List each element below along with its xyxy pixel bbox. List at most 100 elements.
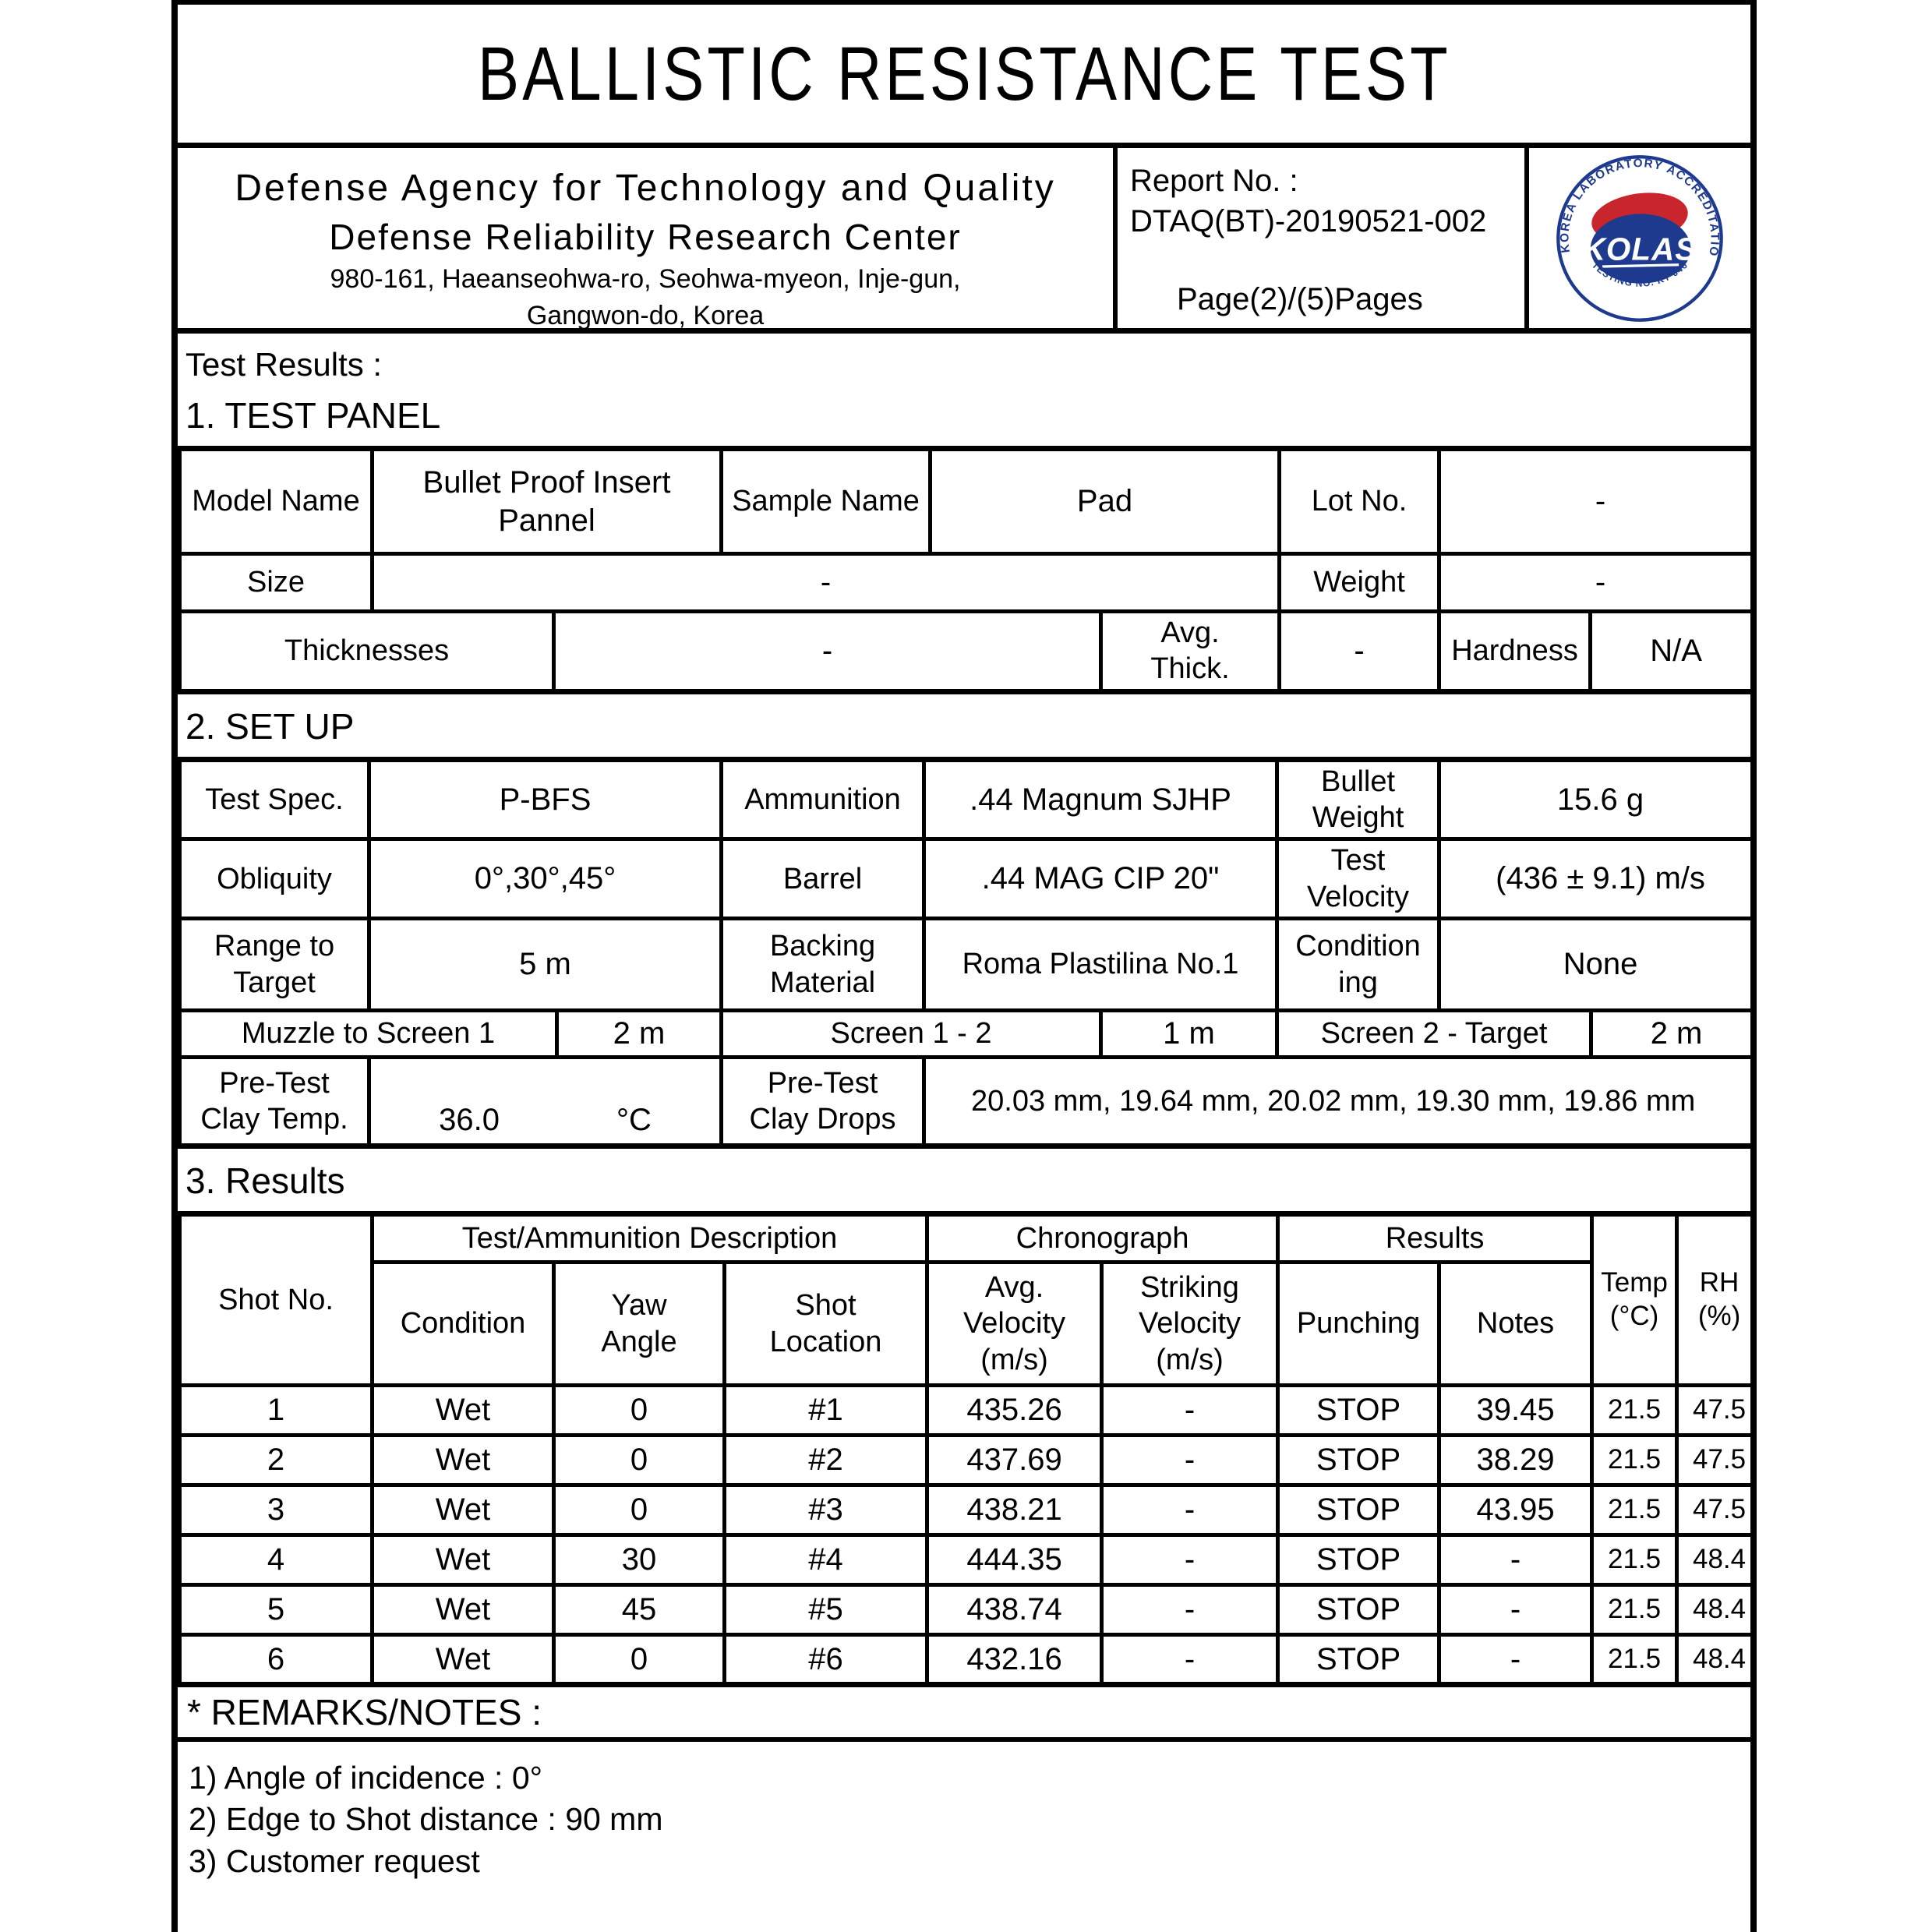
cell-location: #1 [722, 1383, 930, 1438]
page-count: Page(2)/(5)Pages [1177, 282, 1423, 316]
cell-temp: 21.5 [1590, 1633, 1679, 1687]
setup-screen12-label: Screen 1 - 2 [719, 1008, 1104, 1060]
kolas-logo-icon: KOREA LABORATORY ACCREDITATION SCHEME KO… [1555, 154, 1723, 322]
setup-test-velocity-label: Test Velocity [1275, 837, 1442, 921]
results-header-row: Shot No. Test/Ammunition Description Chr… [178, 1212, 1750, 1388]
setup-test-spec-label: Test Spec. [178, 757, 371, 842]
setup-barrel-value: .44 MAG CIP 20" [922, 837, 1280, 921]
table-row: Pre-Test Clay Temp. 36.0 °C Pre-Test Clay… [178, 1055, 1750, 1149]
col-shot-location: Shot Location [722, 1260, 930, 1388]
setup-pretest-temp-label: Pre-Test Clay Temp. [178, 1055, 371, 1149]
col-avg-velocity: Avg. Velocity (m/s) [925, 1260, 1104, 1388]
cell-temp: 21.5 [1590, 1533, 1679, 1588]
cell-yaw: 0 [552, 1433, 726, 1488]
col-shot-no: Shot No. [178, 1212, 374, 1388]
panel-avg-thick-label: Avg. Thick. [1098, 609, 1282, 694]
agency-name: Defense Agency for Technology and Qualit… [235, 168, 1056, 209]
setup-obliquity-value: 0°,30°,45° [366, 837, 724, 921]
agency-address-line1: 980-161, Haeanseohwa-ro, Seohwa-myeon, I… [330, 264, 961, 294]
table-row: Obliquity 0°,30°,45° Barrel .44 MAG CIP … [178, 837, 1750, 921]
cell-notes: 39.45 [1437, 1383, 1595, 1438]
cell-yaw: 30 [552, 1533, 726, 1588]
cell-striking-velocity: - [1100, 1633, 1280, 1687]
cell-location: #4 [722, 1533, 930, 1588]
cell-shot-no: 2 [178, 1433, 374, 1488]
panel-weight-label: Weight [1277, 552, 1442, 613]
pretest-temp-number: 36.0 [439, 1103, 500, 1138]
setup-conditioning-label: Condition ing [1275, 917, 1442, 1013]
setup-range-value: 5 m [366, 917, 724, 1013]
cell-rh: 47.5 [1675, 1433, 1750, 1488]
table-row: 5 Wet 45 #5 438.74 - STOP - 21.5 48.4 [178, 1583, 1750, 1637]
col-group-chronograph: Chronograph [925, 1212, 1280, 1265]
panel-model-value: Bullet Proof Insert Pannel [370, 447, 723, 556]
setup-barrel-label: Barrel [719, 837, 927, 921]
report-page: BALLISTIC RESISTANCE TEST Defense Agency… [171, 0, 1757, 1932]
agency-subname: Defense Reliability Research Center [329, 217, 962, 257]
col-yaw-angle: Yaw Angle [552, 1260, 726, 1388]
setup-screen2t-label: Screen 2 - Target [1275, 1008, 1594, 1060]
setup-pretest-drops-value: 20.03 mm, 19.64 mm, 20.02 mm, 19.30 mm, … [922, 1055, 1750, 1149]
setup-backing-label: Backing Material [719, 917, 927, 1013]
panel-hardness-label: Hardness [1437, 609, 1593, 694]
panel-weight-value: - [1437, 552, 1750, 613]
col-punching: Punching [1276, 1260, 1442, 1388]
cell-shot-no: 5 [178, 1583, 374, 1637]
setup-screen2t-value: 2 m [1589, 1008, 1750, 1060]
cell-location: #2 [722, 1433, 930, 1488]
remark-note: 2) Edge to Shot distance : 90 mm [189, 1801, 663, 1838]
panel-lot-label: Lot No. [1277, 447, 1442, 556]
cell-striking-velocity: - [1100, 1483, 1280, 1538]
cell-temp: 21.5 [1590, 1433, 1679, 1488]
cell-location: #5 [722, 1583, 930, 1637]
panel-lot-value: - [1437, 447, 1750, 556]
section-test-panel: 1. TEST PANEL [185, 395, 441, 436]
table-row: Muzzle to Screen 1 2 m Screen 1 - 2 1 m … [178, 1008, 1750, 1060]
cell-avg-velocity: 437.69 [925, 1433, 1104, 1488]
cell-punching: STOP [1276, 1583, 1442, 1637]
cell-notes: - [1437, 1633, 1595, 1687]
cell-punching: STOP [1276, 1633, 1442, 1687]
table-row: Model Name Bullet Proof Insert Pannel Sa… [178, 447, 1750, 556]
panel-size-label: Size [178, 552, 374, 613]
logo-name-text: KOLAS [1583, 231, 1697, 267]
setup-screen12-value: 1 m [1099, 1008, 1280, 1060]
cell-shot-no: 4 [178, 1533, 374, 1588]
cell-punching: STOP [1276, 1533, 1442, 1588]
cell-condition: Wet [370, 1583, 556, 1637]
cell-rh: 47.5 [1675, 1483, 1750, 1538]
cell-shot-no: 3 [178, 1483, 374, 1538]
cell-avg-velocity: 438.21 [925, 1483, 1104, 1538]
setup-muzzle-value: 2 m [554, 1008, 724, 1060]
section-results: 3. Results [185, 1160, 345, 1202]
cell-striking-velocity: - [1100, 1433, 1280, 1488]
col-group-test-ammo: Test/Ammunition Description [369, 1212, 930, 1265]
results-subheader-row: Condition Yaw Angle Shot Location Avg. V… [180, 1260, 1751, 1388]
cell-rh: 48.4 [1675, 1533, 1750, 1588]
setup-range-label: Range to Target [178, 917, 371, 1013]
cell-location: #3 [722, 1483, 930, 1538]
remark-note: 3) Customer request [189, 1842, 480, 1879]
panel-thicknesses-value: - [552, 609, 1103, 694]
setup-test-spec-value: P-BFS [366, 757, 724, 842]
cell-notes: 43.95 [1437, 1483, 1595, 1538]
cell-notes: 38.29 [1437, 1433, 1595, 1488]
panel-thicknesses-label: Thicknesses [178, 609, 556, 694]
table-row: 2 Wet 0 #2 437.69 - STOP 38.29 21.5 47.5 [178, 1433, 1750, 1488]
cell-notes: - [1437, 1533, 1595, 1588]
cell-temp: 21.5 [1590, 1383, 1679, 1438]
cell-notes: - [1437, 1583, 1595, 1637]
header: Defense Agency for Technology and Qualit… [178, 148, 1750, 334]
cell-punching: STOP [1276, 1383, 1442, 1438]
setup-backing-value: Roma Plastilina No.1 [922, 917, 1280, 1013]
results-table: Shot No. Test/Ammunition Description Chr… [178, 1211, 1751, 1688]
cell-striking-velocity: - [1100, 1383, 1280, 1438]
setup-bullet-weight-label: Bullet Weight [1275, 757, 1442, 842]
report-no-label: Report No. : [1130, 164, 1298, 198]
cell-condition: Wet [370, 1433, 556, 1488]
setup-ammo-value: .44 Magnum SJHP [922, 757, 1280, 842]
cell-shot-no: 6 [178, 1633, 374, 1687]
col-striking-velocity: Striking Velocity (m/s) [1100, 1260, 1280, 1388]
setup-test-velocity-value: (436 ± 9.1) m/s [1437, 837, 1750, 921]
table-row: 4 Wet 30 #4 444.35 - STOP - 21.5 48.4 [178, 1533, 1750, 1588]
